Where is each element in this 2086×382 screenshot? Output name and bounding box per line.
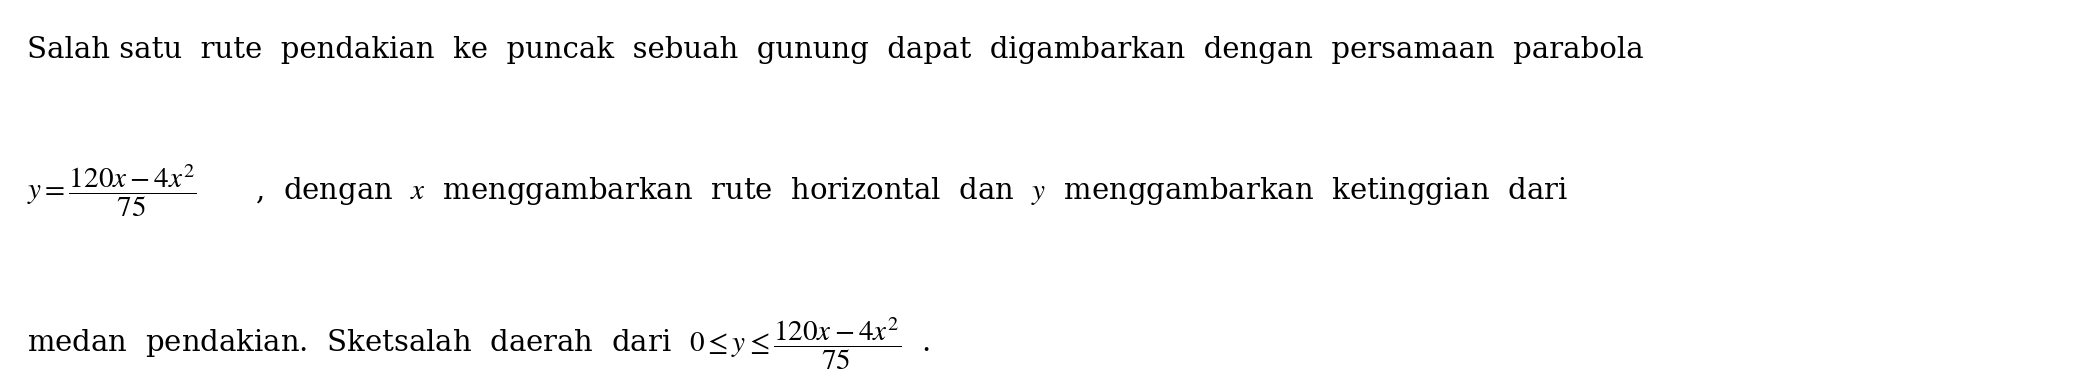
Text: Salah satu  rute  pendakian  ke  puncak  sebuah  gunung  dapat  digambarkan  den: Salah satu rute pendakian ke puncak sebu… xyxy=(27,36,1644,64)
Text: ,  dengan  $x$  menggambarkan  rute  horizontal  dan  $y$  menggambarkan  keting: , dengan $x$ menggambarkan rute horizont… xyxy=(246,175,1569,207)
Text: medan  pendakian.  Sketsalah  daerah  dari  $0 \leq y \leq \dfrac{120x - 4x^2}{7: medan pendakian. Sketsalah daerah dari $… xyxy=(27,316,930,372)
Text: $y = \dfrac{120x - 4x^2}{75}$: $y = \dfrac{120x - 4x^2}{75}$ xyxy=(27,163,196,219)
